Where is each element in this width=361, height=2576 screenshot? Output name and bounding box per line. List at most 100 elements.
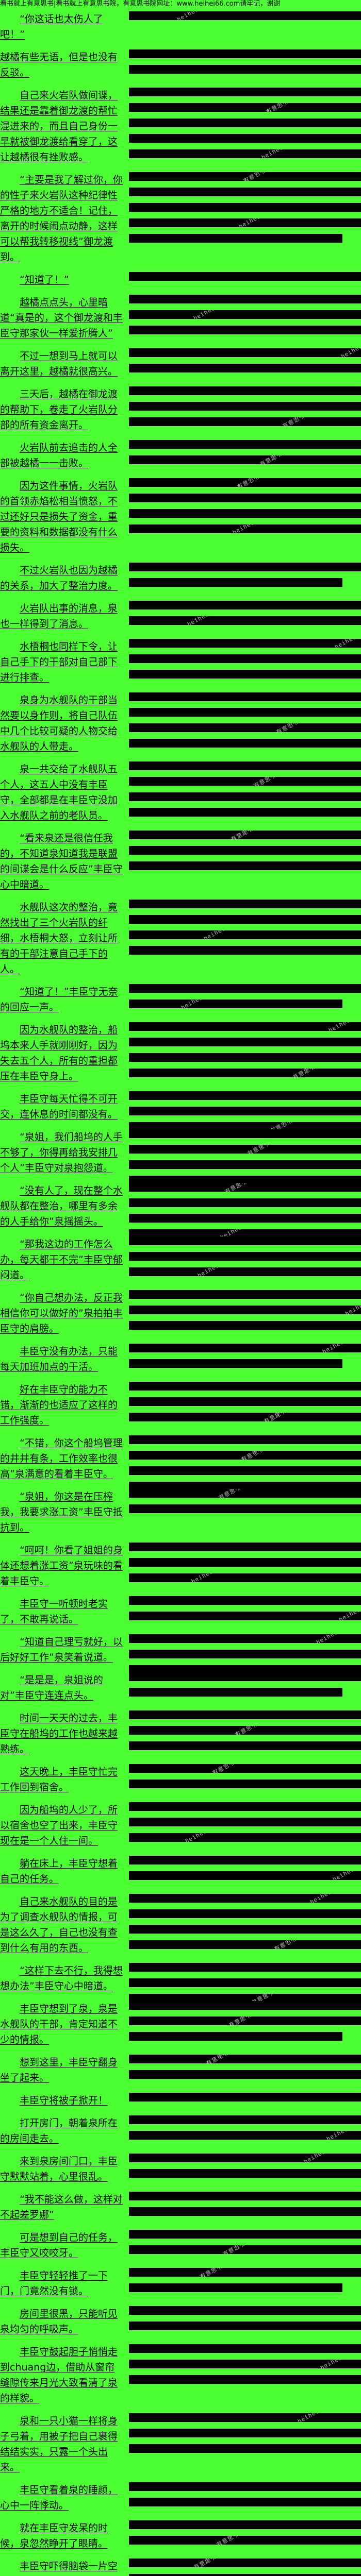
redaction-bar xyxy=(129,364,361,372)
paragraph-text: 来到泉房间门口，丰臣守默默站着，心里很乱。 xyxy=(0,2156,118,2182)
paragraph: 丰臣守每天忙得不可开交，连休息的时间都没有。有意思书院 xyxy=(0,1091,361,1131)
redaction-bar: 有意思书院 xyxy=(129,1764,361,1773)
watermark-fragment: 有意思书院 xyxy=(192,2558,223,2567)
redaction-bar xyxy=(129,761,361,770)
redaction-bar xyxy=(129,1818,361,1826)
paragraph: 丰臣守轻轻推了一下门，门竟然没有锁。 有意思书院 xyxy=(0,2268,361,2299)
paragraph: 泉一共交给了水舰队五个人，这五人中没有丰臣守，全部都是在丰臣守没加入水舰队之前的… xyxy=(0,761,361,823)
watermark-fragment: www.heihei66.com xyxy=(324,1612,361,1620)
paragraph-text: “呵呵！你看了姐姐的身体还想着涨工资”泉玩味的看着丰臣守。 xyxy=(0,1545,123,1587)
redaction-bar: www.heihei66.com xyxy=(129,1306,361,1314)
paragraph: 因为船坞的人少了，所以宿舍也空了出来，丰臣守现在是一个人住一间。 www.heih… xyxy=(0,1802,361,1849)
redaction-bar xyxy=(129,1802,361,1811)
redaction-bar xyxy=(129,295,361,303)
paragraph: 时间一天天的过去，丰臣守在船坞的工作也越来越熟练。 有意思书院 xyxy=(0,1710,361,1757)
chapter-content: “你这话也太伤人了吧！” www.heihei66.com 越橘有些无语，但是也没有… xyxy=(0,8,361,2576)
paragraph-text: 因为这件事情，火岩队的首领赤焰松相当愤怒，不过还好只是损失了资金，重要的资料和数… xyxy=(0,480,118,553)
paragraph-text: 泉一共交给了水舰队五个人，这五人中没有丰臣守，全部都是在丰臣守没加入水舰队之前的… xyxy=(0,764,118,821)
paragraph-text: 不过火岩队也因为越橘的关系，加大了整治力度。 xyxy=(0,565,118,591)
paragraph-text: 丰臣守轻轻推了一下门，门竟然没有锁。 xyxy=(0,2270,108,2297)
paragraph: 丰臣守想到了泉，泉是水舰队的干部，肯定知道不少的情报。 有意思书院 xyxy=(0,2001,361,2047)
watermark-fragment: 有意思书院 xyxy=(281,417,312,426)
paragraph: 房间里很黑，只能听见泉均匀的呼吸声。 xyxy=(0,2306,361,2337)
paragraph-text: 三天后，越橘在御龙渡的帮助下，卷走了火岩队分部的所有资金离开。 xyxy=(0,388,118,431)
redaction-bar: 有意思书院 xyxy=(129,2536,361,2545)
redaction-bar xyxy=(129,1688,342,1697)
watermark-fragment: www.heihei66.com xyxy=(176,1573,235,1582)
redaction-bar xyxy=(129,1397,361,1406)
redaction-bars xyxy=(129,1672,361,1697)
redaction-bars: 有意思书院 xyxy=(129,1091,361,1131)
redaction-bar: www.heihei66.com xyxy=(129,1871,361,1880)
redaction-bar xyxy=(129,49,361,58)
paragraph-text: “你自己想办法，反正我相信你可以做好的”泉拍拍丰臣守的肩膀。 xyxy=(0,1292,123,1334)
redaction-bar: 有意思书院 xyxy=(129,777,361,786)
paragraph: “你这话也太伤人了吧！” www.heihei66.com xyxy=(0,11,361,42)
redaction-bar: www.heihei66.com xyxy=(129,2413,361,2422)
redaction-bar xyxy=(129,2169,361,2178)
redaction-bars xyxy=(129,49,361,74)
watermark-fragment: www.heihei66.com xyxy=(162,11,221,20)
watermark-fragment: www.heihei66.com xyxy=(283,2413,341,2422)
redaction-bars: 有意思书院 xyxy=(129,1489,361,1513)
paragraph: 躺在床上，丰臣守想着自己的任务。 www.heihei66.com xyxy=(0,1856,361,1887)
paragraph-text: 泉身为水舰队的干部当然要以身作则，将自己队伍中几个比较可疑的人物交给水舰队的人带… xyxy=(0,694,118,752)
paragraph-text: “不错，你这个船坞管理的井井有条，工作效率也很高”泉满意的看着丰臣守。 xyxy=(0,1437,123,1480)
redaction-bar: 有意思书院 xyxy=(129,1451,361,1460)
redaction-bars: www.heihei66.com xyxy=(129,1344,361,1368)
redaction-bars: 有意思书院 xyxy=(129,1382,361,1421)
paragraph: 不过火岩队也因为越橘的关系，加大了整治力度。 xyxy=(0,563,361,594)
redaction-bar: 有意思书院 xyxy=(129,1940,361,1949)
redaction-bars: www.heihei66.com 有意思书院 xyxy=(129,1894,361,1949)
watermark-fragment: www.heihei66.com xyxy=(330,1306,361,1314)
redaction-bar xyxy=(129,708,361,717)
watermark-fragment: 有意思书院 xyxy=(227,2016,258,2025)
watermark-fragment: www.heihei66.com xyxy=(320,639,361,648)
redaction-bar: 有意思书院 xyxy=(129,831,361,839)
watermark-fragment: www.heihei66.com xyxy=(289,2154,348,2162)
watermark-fragment: 有意思书院 xyxy=(246,1145,277,1154)
redaction-bar xyxy=(129,1107,361,1115)
watermark-fragment: 有意思书院 xyxy=(273,1940,304,1949)
redaction-bar xyxy=(129,1129,361,1138)
redaction-bar xyxy=(129,2093,361,2102)
redaction-bar: 有意思书院 xyxy=(129,417,361,426)
paragraph: “没有人了，现在整个水舰队都在整治，哪里有多余的人手给你”泉摇摇头。有意思书院w… xyxy=(0,1183,361,1238)
redaction-bars: 有意思书院 www.heihei66.com xyxy=(129,172,361,243)
watermark-fragment: www.heihei66.com xyxy=(295,1894,354,1903)
paragraph-text: 水梧桐也同样下令，让自己手下的干部对自己部下进行排查。 xyxy=(0,641,118,683)
redaction-bar: 有意思书院 xyxy=(129,2268,361,2277)
paragraph-text: “知道了！”丰臣守无奈的回应一声。 xyxy=(0,986,118,1013)
redaction-bar xyxy=(129,792,361,801)
paragraph: 水舰队这次的整治，竟然找出了三个火岩队的纤细，水梧桐大怒，立刻让所有的干部注意自… xyxy=(0,900,361,977)
redaction-bars: www.heihei66.com xyxy=(129,1856,361,1880)
watermark-fragment: www.heihei66.com xyxy=(311,2131,361,2140)
watermark-fragment: www.heihei66.com xyxy=(307,1344,361,1352)
redaction-bars: www.heihei66.com xyxy=(129,2413,361,2453)
redaction-bars: www.heihei66.com xyxy=(129,601,361,625)
watermark-fragment: 有意思书院 xyxy=(217,1489,248,1498)
paragraph: 丰臣守一听顿时老实了，不敢再说话。 www.heihei66.com xyxy=(0,1596,361,1627)
watermark-fragment: www.heihei66.com xyxy=(166,999,225,1008)
watermark-fragment: www.heihei66.com xyxy=(224,218,283,227)
redaction-bar: 有意思书院 xyxy=(129,1183,361,1192)
watermark-fragment: www.heihei66.com xyxy=(170,1833,229,1842)
watermark-fragment: www.heihei66.com xyxy=(318,1871,361,1880)
redaction-bars: 有意思书院 xyxy=(129,1129,361,1184)
redaction-bars: 有意思书院 xyxy=(129,2558,361,2576)
paragraph-text: 因为水舰队的整治，船坞本来人手就刚刚好，因为失去五个人，所有的重担都压在丰臣守身… xyxy=(0,1024,118,1082)
redaction-bars: www.heihei66.com 有意思书院 xyxy=(129,1022,361,1077)
paragraph-text: “知道自己理亏就好，以后好好工作”泉笑着说道。 xyxy=(0,1636,123,1663)
watermark-fragment: 有意思书院 xyxy=(258,455,289,464)
watermark-fragment: www.heihei66.com xyxy=(305,2360,361,2368)
redaction-bar: www.heihei66.com xyxy=(129,524,361,533)
redaction-bars: www.heihei66.com xyxy=(129,1290,361,1330)
redaction-bar xyxy=(129,1710,361,1719)
redaction-bar xyxy=(129,2283,342,2292)
watermark-fragment: 有意思书院 xyxy=(265,103,296,112)
redaction-bars xyxy=(129,2306,361,2330)
redaction-bars: www.heihei66.com xyxy=(129,348,361,372)
redaction-bar: www.heihei66.com xyxy=(129,2131,361,2140)
redaction-bar xyxy=(129,692,361,701)
